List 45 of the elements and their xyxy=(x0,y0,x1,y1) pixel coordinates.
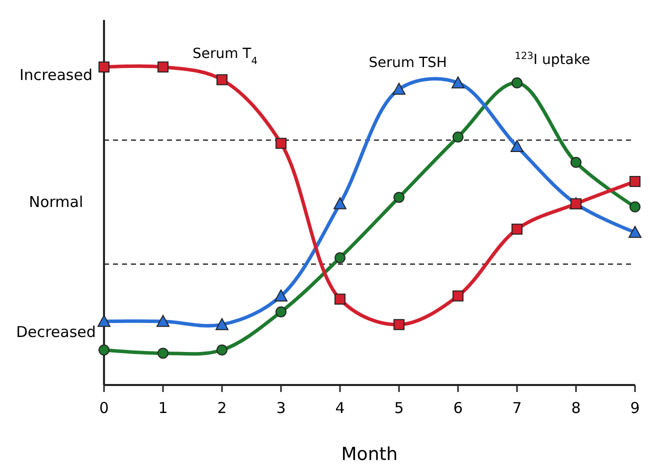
point xyxy=(394,192,404,203)
series-label: Serum TSH xyxy=(368,55,447,71)
point xyxy=(512,224,522,235)
point xyxy=(570,156,582,168)
point xyxy=(158,348,168,359)
point xyxy=(276,306,286,318)
point xyxy=(276,138,286,149)
x-tick-label: 3 xyxy=(276,399,286,417)
text: Decreased xyxy=(16,323,96,341)
x-tick-label: 1 xyxy=(158,399,168,417)
x-axis-title: Month xyxy=(341,444,398,464)
x-tick-label: 2 xyxy=(217,399,227,417)
point xyxy=(98,314,110,327)
point xyxy=(392,82,406,95)
point xyxy=(452,131,464,142)
point xyxy=(510,140,524,152)
point xyxy=(334,294,346,305)
x-tick-label: 6 xyxy=(453,399,463,417)
point xyxy=(630,176,640,187)
x-tick-label: 8 xyxy=(571,399,581,417)
point xyxy=(394,319,404,330)
point xyxy=(216,318,228,330)
point xyxy=(98,344,110,356)
point xyxy=(628,226,642,238)
point xyxy=(274,289,288,302)
text: Increased xyxy=(19,66,93,84)
point xyxy=(98,62,110,72)
x-tick-label: 7 xyxy=(512,399,522,417)
point xyxy=(452,290,464,302)
x-tick-label: 0 xyxy=(99,399,109,417)
point xyxy=(630,201,640,212)
point xyxy=(512,77,522,88)
x-tick-label: 5 xyxy=(394,399,404,417)
point xyxy=(158,62,168,72)
x-tick-label: 4 xyxy=(335,399,345,417)
point xyxy=(452,76,464,88)
point xyxy=(334,197,346,210)
point xyxy=(216,74,228,86)
x-tick-label: 9 xyxy=(630,399,640,417)
series-label: Serum T$_{4}$ xyxy=(192,46,258,66)
series-label: $^{123}$I uptake xyxy=(514,50,590,68)
text: Normal xyxy=(28,193,84,211)
point xyxy=(334,252,346,264)
point xyxy=(216,344,228,356)
point xyxy=(156,314,170,327)
